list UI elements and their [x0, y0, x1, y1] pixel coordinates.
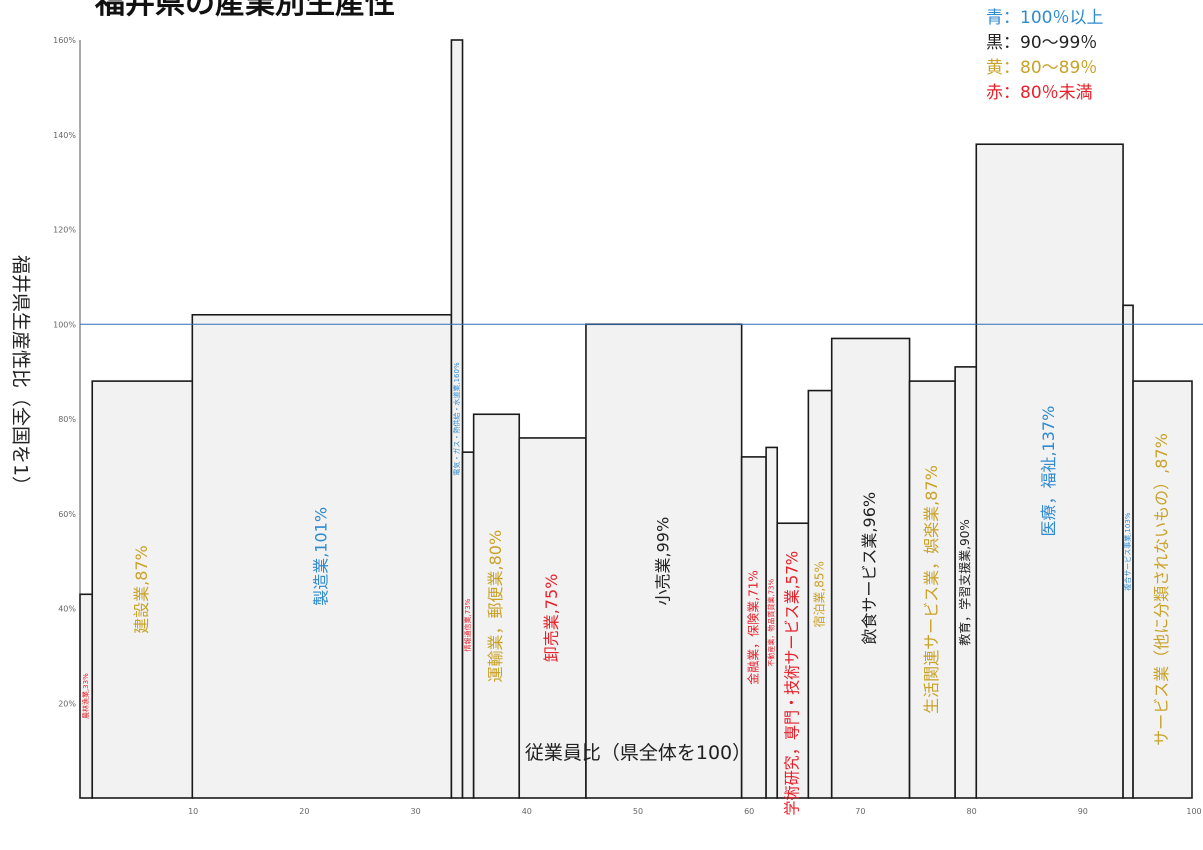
- y-tick-label: 40%: [58, 605, 76, 614]
- x-tick-label: 90: [1078, 807, 1088, 816]
- legend-entry: 黒：90〜99％: [986, 33, 1097, 53]
- x-axis: 10 20 30 40 50 60 70 80 90 100: [188, 807, 1202, 816]
- y-tick-label: 20%: [58, 699, 76, 708]
- bar: [450, 39, 464, 799]
- x-tick-label: 80: [967, 807, 977, 816]
- y-tick-label: 80%: [58, 415, 76, 424]
- y-tick-label: 60%: [58, 510, 76, 519]
- bar: [1132, 380, 1193, 799]
- x-tick-label: 50: [633, 807, 643, 816]
- bar-label: 飲食サービス業,96%: [860, 492, 879, 645]
- x-tick-label: 30: [411, 807, 421, 816]
- bar-label: 教育，学習支援業,90%: [957, 519, 972, 646]
- bar: [908, 380, 956, 799]
- bar-label: 卸売業,75%: [542, 574, 561, 663]
- y-tick-label: 140%: [53, 131, 76, 140]
- x-tick-label: 70: [855, 807, 865, 816]
- bar: [191, 313, 453, 799]
- chart-title: 福井県の産業別生産性: [94, 0, 395, 21]
- y-tick-label: 100%: [53, 320, 76, 329]
- x-tick-label: 20: [299, 807, 309, 816]
- bar-label: 宿泊業,85%: [812, 561, 827, 628]
- bar-label: 運輸業，郵便業,80%: [486, 530, 505, 683]
- legend-entry: 黄：80〜89％: [986, 58, 1097, 78]
- bar: [975, 143, 1124, 799]
- y-tick-label: 120%: [53, 226, 76, 235]
- bars: [79, 39, 1193, 799]
- bar-label: 複合サービス事業,103%: [1123, 512, 1132, 591]
- bar-label: 電気・ガス・熱供給・水道業,160%: [452, 362, 461, 476]
- bar-label: 農林漁業,33%: [81, 673, 90, 719]
- bar-label: 医療，福祉,137%: [1039, 406, 1058, 537]
- legend: 青：100％以上黒：90〜99％ 黄：80〜89％ 赤：80％未満: [986, 8, 1103, 103]
- bar-label: 建設業,87%: [132, 545, 151, 634]
- bar: [740, 456, 767, 799]
- bar-label: 小売業,99%: [653, 517, 672, 606]
- x-tick-label: 60: [744, 807, 754, 816]
- legend-entry: 青：100％以上: [986, 8, 1103, 28]
- bar-label: サービス業（他に分類されないもの）,87%: [1152, 433, 1171, 746]
- y-axis-label: 福井県生産性比（全国を1）: [10, 255, 32, 495]
- y-tick-label: 160%: [53, 36, 76, 45]
- bar-label: 情報通信業,73%: [463, 598, 472, 651]
- bar-label: 金融業，保険業,71%: [745, 570, 760, 685]
- bar: [518, 437, 587, 799]
- bar-label: 学術研究，専門・技術サービス業,57%: [782, 551, 801, 816]
- bar-label: 製造業,101%: [311, 507, 330, 606]
- bar-label: 不動産業，物品賃貸業,73%: [767, 578, 776, 666]
- bar-label: 生活関連サービス業，娯楽業,87%: [922, 465, 941, 714]
- bar-labels: 農林漁業,33% 建設業,87% 製造業,101% 電気・ガス・熱供給・水道業,160…: [81, 362, 1171, 816]
- legend-entry: 赤：80％未満: [986, 83, 1093, 103]
- x-tick-label: 100: [1186, 807, 1201, 816]
- bar: [585, 323, 743, 799]
- x-tick-label: 40: [522, 807, 532, 816]
- x-axis-label: 従業員比（県全体を100）: [525, 742, 751, 764]
- x-tick-label: 10: [188, 807, 198, 816]
